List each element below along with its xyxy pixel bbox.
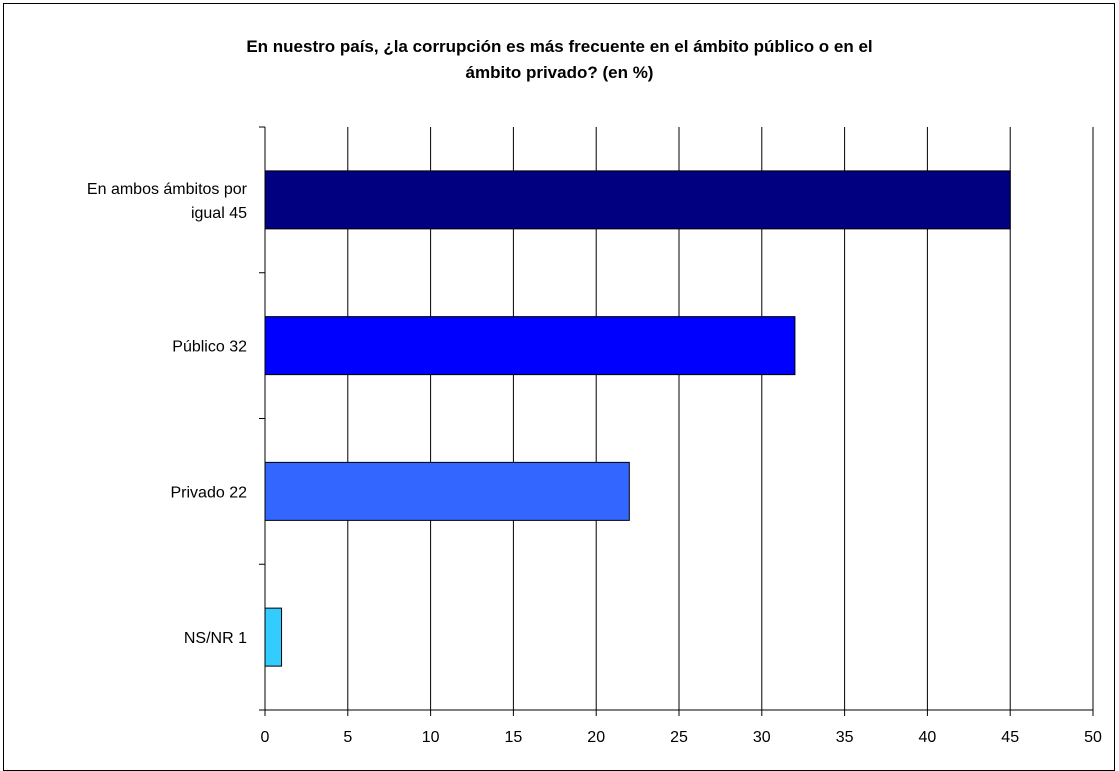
chart-title-line-2: ámbito privado? (en %) [465, 63, 654, 82]
x-tick-label: 0 [261, 729, 270, 746]
bar [264, 461, 630, 521]
x-tick-label: 10 [422, 729, 440, 746]
bar [264, 316, 796, 376]
x-tick-label: 20 [587, 729, 605, 746]
x-tick-label: 30 [753, 729, 771, 746]
x-tick-label: 45 [1001, 729, 1019, 746]
category-label: NS/NR 1 [184, 630, 247, 647]
x-tick-label: 35 [836, 729, 854, 746]
chart-frame [3, 3, 1115, 771]
bar [264, 170, 1011, 230]
x-tick-label: 50 [1084, 729, 1102, 746]
bar [264, 607, 283, 667]
chart-title-line-1: En nuestro país, ¿la corrupción es más f… [246, 37, 873, 56]
category-label: Privado 22 [171, 484, 248, 501]
x-tick-label: 40 [919, 729, 937, 746]
x-tick-label: 5 [343, 729, 352, 746]
category-label: igual 45 [191, 205, 247, 222]
category-label: En ambos ámbitos por [87, 181, 248, 198]
x-tick-label: 15 [505, 729, 523, 746]
x-tick-label: 25 [670, 729, 688, 746]
chart-title: En nuestro país, ¿la corrupción es más f… [0, 34, 1119, 86]
category-label: Público 32 [172, 339, 247, 356]
